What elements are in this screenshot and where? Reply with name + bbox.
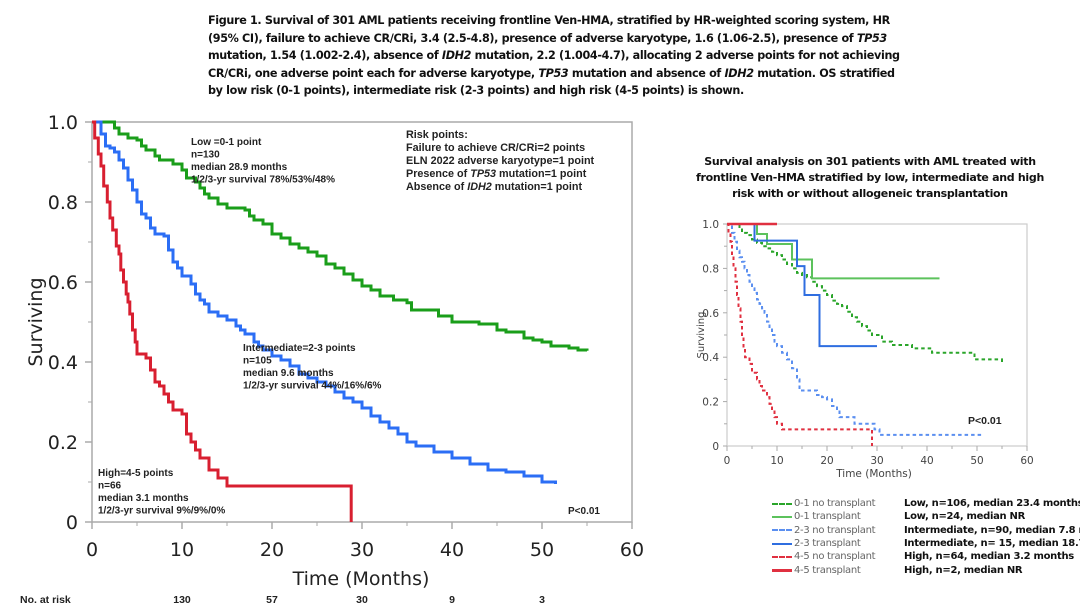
legend-description: Low, n=106, median 23.4 months	[904, 498, 1080, 510]
x-tick-label: 30	[350, 539, 374, 561]
annotation-high-line: High=4-5 points	[98, 468, 174, 479]
km-curve-intermediate-transplant	[727, 223, 877, 348]
y-tick-label: 0	[712, 441, 719, 453]
legend-label: 2-3 transplant	[794, 538, 861, 550]
figure-caption: Figure 1. Survival of 301 AML patients r…	[208, 14, 900, 97]
legend-swatch	[772, 502, 792, 505]
x-tick-label: 60	[620, 539, 644, 561]
y-tick-label: 0.6	[48, 272, 78, 294]
km-curve-high-no-transplant	[727, 223, 873, 446]
at-risk-value: 9	[449, 594, 455, 606]
annotation-intermediate-line: Intermediate=2-3 points	[243, 343, 356, 354]
km-curve-low-transplant	[727, 223, 940, 280]
risk-points-line: Failure to achieve CR/CRi=2 points	[406, 142, 585, 154]
legend-item-low-transplant: 0-1 transplant Low, n=24, median NR	[772, 510, 1080, 523]
annotation-intermediate-line: n=105	[243, 356, 272, 367]
annotation-intermediate-line: median 9.6 months	[243, 368, 334, 379]
risk-points-line: Presence of TP53 mutation=1 point	[406, 168, 587, 180]
at-risk-value: 3	[539, 594, 545, 606]
km-curve-low-no-transplant	[727, 223, 1003, 363]
annotation-high-line: 1/2/3-yr survival 9%/9%/0%	[98, 506, 225, 517]
legend-item-intermediate-transplant: 2-3 transplant Intermediate, n= 15, media…	[772, 537, 1080, 550]
annotation-intermediate-line: 1/2/3-yr survival 44%/16%/6%	[243, 381, 382, 392]
annotation-high-line: median 3.1 months	[98, 493, 189, 504]
legend-description: Intermediate, n=90, median 7.8 months	[904, 524, 1080, 536]
x-tick-label: 50	[970, 455, 983, 467]
x-tick-label: 20	[820, 455, 833, 467]
y-tick-label: 0.4	[48, 352, 78, 374]
x-tick-label: 10	[170, 539, 194, 561]
y-tick-label: 1.0	[48, 112, 78, 134]
y-tick-label: 0.8	[702, 263, 719, 275]
km-curve-high	[92, 120, 353, 522]
legend-swatch	[772, 529, 792, 532]
legend-label: 0-1 no transplant	[794, 498, 876, 510]
x-tick-label: 0	[724, 455, 731, 467]
legend-label: 2-3 no transplant	[794, 524, 876, 536]
at-risk-value: 30	[356, 594, 368, 606]
legend-label: 0-1 transplant	[794, 511, 861, 523]
legend-item-low-no-transplant: 0-1 no transplant Low, n=106, median 23.4…	[772, 497, 1080, 510]
y-tick-label: 0.2	[48, 432, 78, 454]
right-chart-title-line: frontline Ven-HMA stratified by low, int…	[695, 171, 1044, 184]
x-tick-label: 30	[870, 455, 883, 467]
x-tick-label: 20	[260, 539, 284, 561]
p-value: P<0.01	[968, 415, 1002, 427]
right-chart-title-line: risk with or without allogeneic transpla…	[732, 187, 1008, 200]
at-risk-label: No. at risk	[20, 594, 71, 606]
right-chart-legend: 0-1 no transplant Low, n=106, median 23.4…	[772, 497, 1080, 577]
y-axis-label: Surviving	[696, 312, 707, 359]
annotation-low-line: n=130	[191, 150, 220, 161]
legend-swatch	[772, 555, 792, 558]
right-chart-title-line: Survival analysis on 301 patients with A…	[704, 155, 1036, 168]
x-axis-label: Time (Months)	[292, 568, 430, 590]
number-at-risk-row: No. at risk 130 57 30 9 3	[20, 594, 545, 606]
y-tick-label: 0	[66, 512, 78, 534]
annotation-risk-points: Risk points:Failure to achieve CR/CRi=2 …	[406, 129, 595, 193]
annotation-low-line: median 28.9 months	[191, 162, 288, 173]
km-curve-low	[92, 120, 589, 352]
legend-item-high-transplant: 4-5 transplant High, n=2, median NR	[772, 563, 1080, 576]
legend-description: High, n=2, median NR	[904, 564, 1023, 576]
y-tick-label: 0.8	[48, 192, 78, 214]
p-value: P<0.01	[568, 506, 600, 517]
legend-swatch	[772, 568, 792, 572]
x-tick-label: 10	[770, 455, 783, 467]
x-tick-label: 40	[440, 539, 464, 561]
at-risk-value: 57	[266, 594, 278, 606]
legend-swatch	[772, 515, 792, 518]
at-risk-value: 130	[173, 594, 191, 606]
legend-label: 4-5 transplant	[794, 564, 861, 576]
annotation-low-line: 1/2/3-yr survival 78%/53%/48%	[191, 175, 335, 186]
legend-label: 4-5 no transplant	[794, 551, 876, 563]
legend-description: High, n=64, median 3.2 months	[904, 551, 1074, 563]
x-tick-label: 40	[920, 455, 933, 467]
legend-description: Low, n=24, median NR	[904, 511, 1026, 523]
annotation-high-line: n=66	[98, 481, 122, 492]
risk-points-line: ELN 2022 adverse karyotype=1 point	[406, 155, 595, 167]
y-tick-label: 0.4	[702, 352, 719, 364]
legend-item-intermediate-no-transplant: 2-3 no transplant Intermediate, n=90, med…	[772, 524, 1080, 537]
risk-points-line: Risk points:	[406, 129, 468, 141]
x-tick-label: 0	[86, 539, 98, 561]
legend-description: Intermediate, n= 15, median 18.7 months	[904, 538, 1080, 550]
y-axis-label: Surviving	[25, 277, 47, 366]
legend-swatch	[772, 542, 792, 545]
legend-item-high-no-transplant: 4-5 no transplant High, n=64, median 3.2 …	[772, 550, 1080, 563]
risk-points-line: Absence of IDH2 mutation=1 point	[406, 181, 582, 193]
right-chart-title: Survival analysis on 301 patients with A…	[668, 154, 1072, 202]
x-axis-label: Time (Months)	[835, 468, 912, 480]
x-tick-label: 50	[530, 539, 554, 561]
x-tick-label: 60	[1020, 455, 1033, 467]
annotation-low-line: Low =0-1 point	[191, 137, 262, 148]
km-curve-intermediate	[92, 120, 557, 484]
y-tick-label: 0.6	[702, 308, 719, 320]
y-tick-label: 1.0	[702, 219, 719, 231]
km-curve-intermediate-no-transplant	[727, 223, 982, 436]
y-tick-label: 0.2	[702, 397, 719, 409]
